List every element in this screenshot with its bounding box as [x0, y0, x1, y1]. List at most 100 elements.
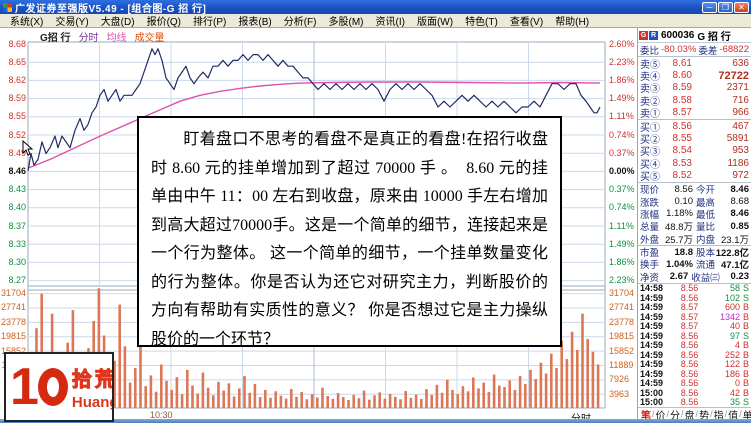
menu-item-1[interactable]: 交易(Y): [55, 17, 89, 28]
quote-tab-单[interactable]: 单: [742, 410, 751, 422]
menu-item-2[interactable]: 大盘(D): [100, 17, 135, 28]
y-axis-price-label: 8.68: [8, 38, 26, 49]
quote-tabs: 笔 / 价 / 分 / 盘 / 势 / 指 / 值 / 单: [638, 407, 751, 422]
tab-separator: /: [710, 409, 713, 419]
y-axis-pct-label: 1.49%: [609, 238, 635, 249]
y-axis-price-label: 31704: [0, 288, 26, 299]
chart-view-label[interactable]: 分时: [78, 33, 99, 44]
y-axis-price-label: 8.30: [8, 256, 26, 267]
bid-row-3: 买③ 8.54 953: [640, 145, 749, 159]
y-axis-pct-label: 23778: [609, 316, 635, 327]
quote-tab-值[interactable]: 值: [728, 410, 739, 422]
app-icon: [3, 2, 12, 12]
quote-panel: G R 600036 G 招 行 委比 -80.03% 委差 -68822 卖⑤…: [637, 28, 751, 423]
bid-row-5: 买⑤ 8.52 972: [640, 170, 749, 184]
quote-tab-分[interactable]: 分: [670, 410, 681, 422]
info-row-2: 涨跌 0.10 最高 8.68: [640, 195, 749, 209]
menu-item-3[interactable]: 报价(Q): [146, 17, 182, 28]
y-axis-pct-label: 1.86%: [609, 256, 635, 267]
y-axis-price-label: 8.43: [8, 184, 26, 195]
quote-tab-价[interactable]: 价: [655, 410, 666, 422]
y-axis-pct-label: 0.37%: [609, 147, 635, 158]
y-axis-pct-label: 2.23%: [609, 56, 635, 67]
menu-item-10[interactable]: 特色(T): [465, 17, 498, 28]
close-icon[interactable]: ✕: [734, 1, 749, 13]
y-axis-pct-label: 1.49%: [609, 93, 635, 104]
quote-tab-指[interactable]: 指: [713, 410, 724, 422]
stock-code: 600036: [661, 29, 695, 41]
menu-item-6[interactable]: 分析(F): [283, 17, 317, 28]
ask-row-1: 卖⑤ 8.61 636: [640, 57, 749, 71]
y-axis-pct-label: 1.11%: [609, 220, 634, 231]
tab-separator: /: [681, 409, 684, 419]
y-axis-price-label: 8.59: [8, 93, 26, 104]
menu-item-9[interactable]: 版面(W): [416, 17, 454, 28]
y-axis-price-label: 23778: [0, 316, 26, 327]
y-axis-pct-label: 31704: [609, 288, 635, 299]
menu-item-0[interactable]: 系统(X): [10, 17, 44, 28]
bid-row-4: 买④ 8.53 1186: [640, 157, 749, 171]
info-row-4: 总量 48.8万 量比 0.85: [640, 220, 749, 234]
title-bar[interactable]: 广发证券至强版V5.49 - [组合图-G 招 行] ─ ❐ ✕: [0, 0, 751, 15]
restore-icon[interactable]: ❐: [718, 1, 733, 13]
logo-zero-gear-icon: [37, 368, 68, 406]
y-axis-pct-label: 15852: [609, 345, 635, 356]
tab-fenshi[interactable]: 分时: [571, 410, 591, 423]
y-axis-price-label: 8.55: [8, 111, 26, 122]
tab-separator: /: [724, 409, 728, 419]
badge-g-icon: G: [639, 30, 648, 40]
y-axis-price-label: 8.46: [8, 165, 26, 176]
y-axis-pct-label: 3963: [609, 388, 630, 399]
y-axis-pct-label: 0.00%: [609, 165, 635, 176]
y-axis-pct-label: 2.60%: [609, 38, 635, 49]
menu-item-11[interactable]: 查看(V): [509, 17, 544, 28]
y-axis-pct-label: 7926: [609, 374, 630, 385]
tick-row-7: 14:59 8.56 4 B: [640, 340, 749, 351]
ask-row-3: 卖③ 8.59 2371: [640, 82, 749, 96]
menu-item-7[interactable]: 多股(M): [328, 17, 364, 28]
tick-row-5: 14:59 8.57 40 B: [640, 321, 749, 332]
weibi-label: 委比: [640, 45, 660, 57]
menu-item-4[interactable]: 排行(P): [193, 17, 227, 28]
menu-item-8[interactable]: 资讯(I): [375, 17, 405, 28]
weibi-row: 委比 -80.03% 委差 -68822: [638, 43, 751, 57]
menu-item-5[interactable]: 报表(B): [238, 17, 272, 28]
tick-row-2: 14:59 8.56 102 S: [640, 292, 749, 303]
fin-row-1: 市盈 18.8 股本 122.8亿: [640, 246, 749, 260]
watermark-logo: 1 拾荒网 Huang.CN: [4, 352, 114, 422]
y-axis-pct-label: 1.86%: [609, 74, 635, 85]
y-axis-price-label: 8.49: [8, 147, 26, 158]
fin-row-2: 换手 1.04% 流通 47.1亿: [640, 258, 749, 272]
y-axis-price-label: 8.62: [8, 74, 26, 85]
minimize-icon[interactable]: ─: [702, 1, 717, 13]
menu-item-12[interactable]: 帮助(H): [555, 17, 590, 28]
stock-name: G 招 行: [697, 31, 731, 43]
tick-row-3: 14:59 8.57 600 B: [640, 302, 749, 313]
quote-tab-势[interactable]: 势: [699, 410, 710, 422]
quote-tab-笔[interactable]: 笔: [641, 410, 651, 422]
tick-row-6: 14:59 8.56 97 S: [640, 330, 749, 341]
weicha-value: -68822: [719, 44, 749, 55]
y-axis-pct-label: 0.74%: [609, 129, 635, 140]
y-axis-pct-label: 0.37%: [609, 184, 635, 195]
y-axis-pct-label: 0.74%: [609, 202, 635, 213]
quote-tab-盘[interactable]: 盘: [684, 410, 695, 422]
bid-row-1: 买① 8.56 467: [640, 120, 749, 134]
y-axis-pct-label: 2.23%: [609, 275, 635, 286]
tab-separator: /: [739, 409, 742, 419]
tick-row-13: 15:00 8.56 35 S: [640, 397, 749, 408]
chart-avgline-label[interactable]: 均线: [106, 33, 127, 44]
intraday-chart[interactable]: G招 行分时 均线 成交量 8.68 8.65 8.62 8.59 8.55 8.52 8.49…: [0, 28, 637, 423]
quote-header[interactable]: G R 600036 G 招 行: [638, 28, 751, 43]
y-axis-price-label: 8.37: [8, 220, 26, 231]
chart-volume-label[interactable]: 成交量: [134, 33, 165, 44]
chart-header: G招 行分时 均线 成交量: [40, 29, 173, 44]
tick-row-4: 14:59 8.57 1342 B: [640, 311, 749, 322]
badge-r-icon: R: [649, 30, 658, 40]
logo-site-name: 拾荒网: [71, 369, 112, 392]
tick-row-9: 14:59 8.56 122 B: [640, 359, 749, 370]
y-axis-price-label: 8.52: [8, 129, 26, 140]
menu-bar: 系统(X) 交易(Y) 大盘(D) 报价(Q) 排行(P) 报表(B) 分析(F) 多股(M)…: [0, 14, 751, 28]
tab-separator: /: [652, 409, 655, 419]
